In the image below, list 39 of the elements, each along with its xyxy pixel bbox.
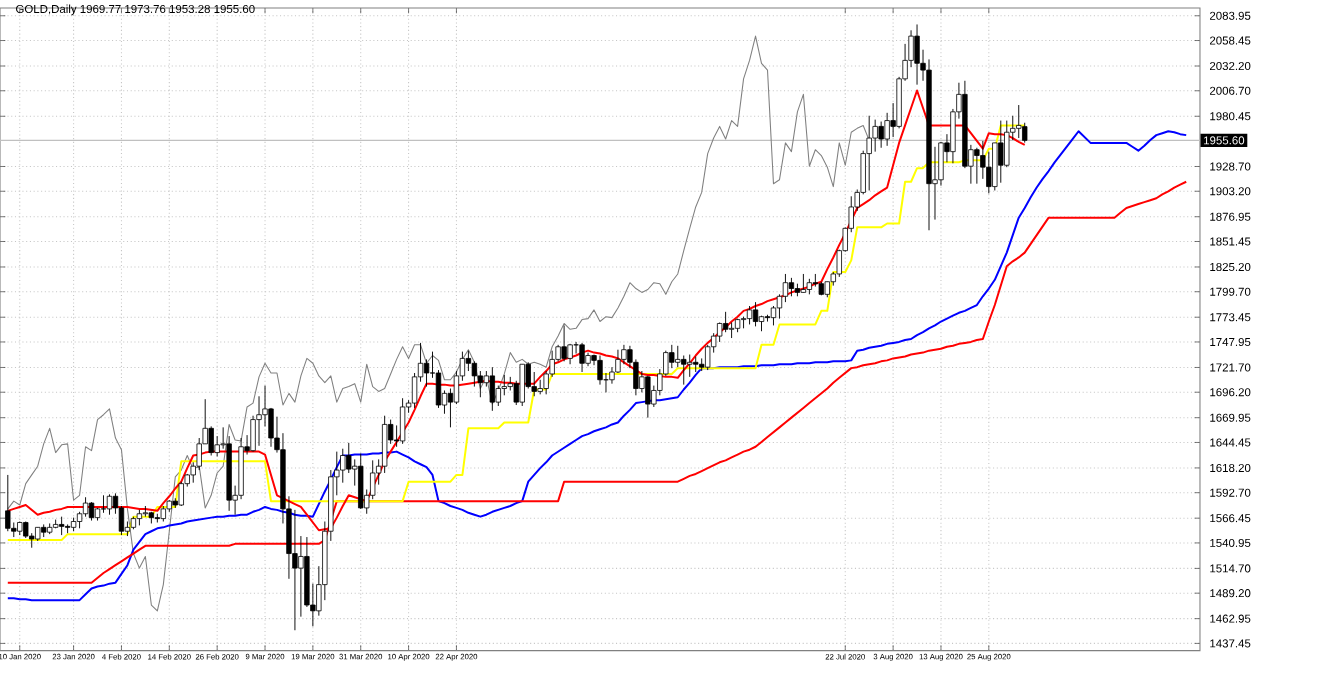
candlestick: [178, 481, 184, 507]
candlestick: [399, 397, 406, 445]
candlestick: [106, 493, 113, 516]
candlestick: [142, 505, 149, 518]
candlestick: [800, 273, 807, 293]
candlestick: [728, 322, 735, 339]
candlestick: [423, 358, 430, 388]
candlestick: [722, 311, 729, 333]
candlestick: [752, 301, 759, 327]
candlestick: [561, 324, 567, 362]
candlestick: [998, 120, 1004, 184]
candlestick: [1016, 104, 1022, 139]
candlestick: [621, 344, 627, 365]
candlestick: [812, 273, 819, 288]
candlestick: [214, 435, 220, 457]
candlestick: [489, 366, 495, 412]
candlestick: [298, 535, 304, 618]
candlestick: [208, 425, 214, 456]
candlestick: [100, 494, 107, 514]
candlestick: [693, 356, 699, 373]
candlestick: [866, 115, 872, 191]
candlestick: [669, 344, 675, 369]
candlestick: [609, 366, 615, 385]
candlestick: [788, 277, 795, 297]
candlestick: [88, 501, 95, 522]
candlestick: [974, 147, 980, 185]
candlestick: [687, 354, 693, 378]
candlestick: [519, 363, 525, 407]
line-series: [7, 35, 870, 612]
candlestick: [597, 355, 603, 386]
candlestick: [675, 345, 681, 368]
candlestick: [878, 121, 884, 149]
candlestick: [746, 305, 753, 325]
candlestick: [5, 474, 11, 532]
candlestick: [645, 375, 651, 419]
candlestick: [358, 453, 364, 510]
candlestick: [914, 24, 920, 86]
candlestick: [579, 342, 585, 373]
candlestick: [58, 516, 65, 536]
